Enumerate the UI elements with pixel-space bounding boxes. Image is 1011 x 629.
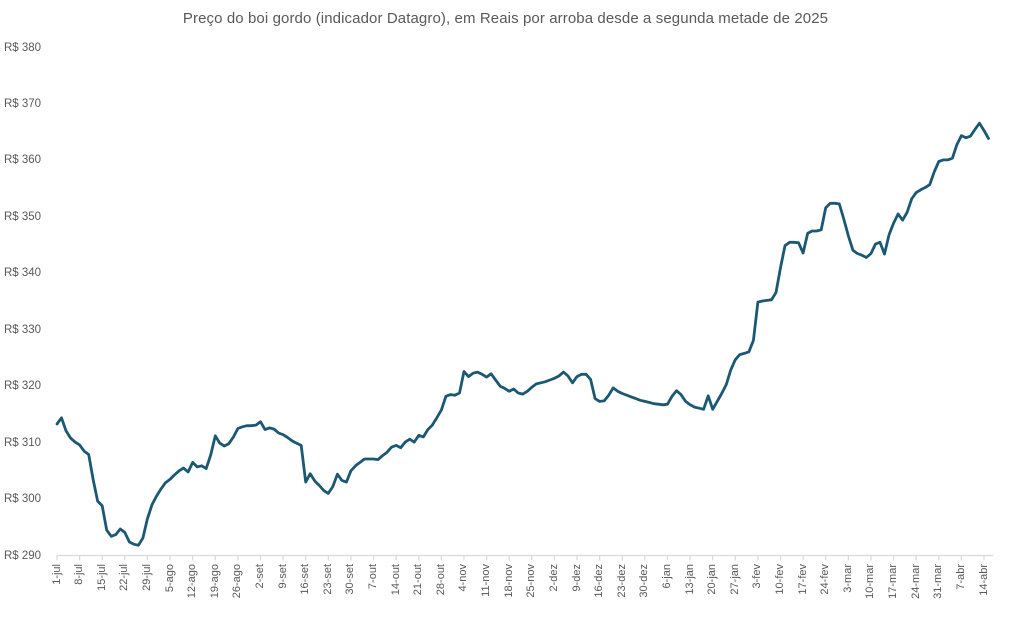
x-tick-label: 28-out [434,564,447,596]
x-tick-label: 12-ago [186,564,199,599]
y-tick-label: R$ 350 [4,210,42,223]
x-tick-label: 22-jul [118,564,131,591]
x-tick-label: 14-out [389,564,402,596]
x-tick-label: 26-ago [231,564,244,599]
x-tick-label: 7-abr [954,564,967,590]
x-tick-label: 10-fev [774,564,787,595]
x-tick-label: 16-set [299,564,312,595]
x-tick-label: 17-mar [887,564,900,599]
x-tick-label: 3-mar [841,564,854,593]
x-tick-label: 29-jul [140,564,153,591]
x-tick-label: 5-ago [163,564,176,593]
x-tick-label: 24-mar [909,564,922,599]
y-tick-label: R$ 370 [4,97,42,110]
chart-title: Preço do boi gordo (indicador Datagro), … [182,10,829,27]
y-tick-label: R$ 340 [4,267,42,280]
x-tick-label: 10-mar [864,564,877,599]
x-tick-label: 1-jul [50,564,63,585]
x-tick-label: 30-dez [638,564,651,598]
x-tick-label: 30-set [344,564,357,595]
x-tick-label: 9-dez [570,564,583,592]
x-tick-label: 11-nov [480,564,493,597]
y-tick-label: R$ 360 [4,154,42,167]
x-tick-label: 13-jan [683,564,696,595]
price-line [55,121,990,547]
x-tick-label: 15-jul [95,564,108,591]
y-tick-label: R$ 310 [4,436,42,449]
x-tick-label: 24-fev [819,564,832,595]
x-tick-label: 25-nov [525,564,538,598]
x-tick-label: 2-dez [547,564,560,592]
x-tick-label: 9-set [276,564,289,589]
y-tick-label: R$ 290 [4,549,42,562]
x-tick-label: 31-mar [932,564,945,599]
x-axis-ticks [56,555,985,561]
x-tick-label: 4-nov [457,564,470,592]
x-tick-label: 17-fev [796,564,809,595]
y-tick-label: R$ 330 [4,323,42,336]
x-tick-label: 23-dez [615,564,628,598]
x-tick-label: 14-abr [977,564,990,596]
x-tick-label: 27-jan [728,564,741,595]
x-tick-label: 3-fev [751,564,764,589]
y-tick-label: R$ 320 [4,380,42,393]
x-tick-label: 7-out [367,564,380,590]
x-tick-label: 8-jul [73,564,86,585]
x-tick-label: 16-dez [593,564,606,598]
x-tick-label: 2-set [253,564,266,589]
x-tick-label: 20-jan [706,564,719,595]
x-tick-label: 6-jan [660,564,673,589]
x-tick-label: 18-nov [502,564,515,598]
x-tick-label: 23-set [321,564,334,595]
x-tick-label: 19-ago [208,564,221,599]
y-tick-label: R$ 380 [4,41,42,54]
y-tick-label: R$ 300 [4,493,42,506]
x-tick-label: 21-out [412,564,425,596]
